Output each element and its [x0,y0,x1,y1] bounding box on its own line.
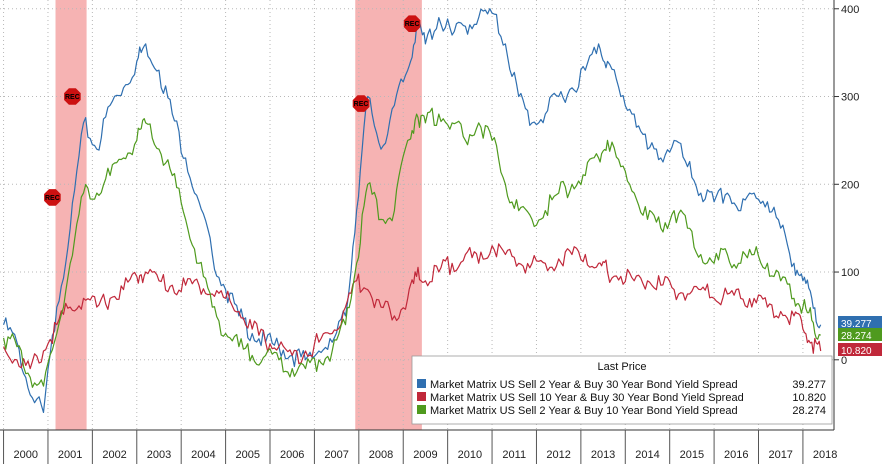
legend-swatch-1 [417,392,426,401]
x-tick-label-4: 2004 [191,449,215,461]
x-tick-label-14: 2014 [635,449,659,461]
rec-marker-label-1: REC [65,94,80,101]
legend-swatch-0 [417,379,426,388]
y-tick-label-3: 300 [841,92,859,104]
series-line-1 [3,243,822,370]
rec-marker-2 [352,95,370,112]
legend-entry-0: Market Matrix US Sell 2 Year & Buy 30 Ye… [430,379,738,391]
last-price-badge-0 [838,316,882,329]
last-price-value-0: 39.277 [841,319,872,330]
x-tick-label-1: 2001 [58,449,82,461]
last-price-value-2: 28.274 [841,331,872,342]
y-tick-label-1: 100 [841,267,859,279]
y-tick-label-4: 400 [841,4,859,16]
rec-marker-1 [64,88,81,105]
y-tick-label-2: 200 [841,179,859,191]
last-price-badge-2 [838,328,882,341]
x-tick-label-9: 2009 [413,449,437,461]
x-tick-label-13: 2013 [591,449,615,461]
x-tick-label-15: 2015 [680,449,704,461]
x-tick-label-7: 2007 [324,449,348,461]
x-axis: 2000 2001 2002 2003 2004 2005 2006 2007 2008 2009… [0,429,837,464]
legend: Last Price Market Matrix US Sell 2 Year &… [411,355,833,425]
x-tick-label-2: 2002 [102,449,126,461]
x-tick-label-17: 2017 [768,449,792,461]
legend-value-2: 28.274 [792,405,826,417]
rec-marker-0 [44,189,61,206]
legend-entry-2: Market Matrix US Sell 2 Year & Buy 10 Ye… [430,405,738,417]
x-tick-label-6: 2006 [280,449,304,461]
legend-value-0: 39.277 [792,379,826,391]
y-tick-label-0: 0 [841,355,847,367]
legend-value-1: 10.820 [792,392,826,404]
rec-marker-label-3: REC [405,21,420,28]
legend-box [411,355,833,425]
series-line-2 [3,107,821,388]
last-price-value-1: 10.820 [841,346,872,357]
x-tick-label-16: 2016 [724,449,748,461]
last-price-badge-1 [838,343,882,356]
x-tick-label-3: 2003 [147,449,171,461]
rec-marker-label-2: REC [354,101,369,108]
x-tick-label-12: 2012 [546,449,570,461]
rec-marker-3 [403,15,421,32]
x-tick-label-0: 2000 [14,449,38,461]
x-tick-label-8: 2008 [369,449,393,461]
rec-marker-label-0: REC [45,195,60,202]
x-tick-label-18: 2018 [813,449,837,461]
legend-swatch-2 [417,405,426,414]
x-tick-label-5: 2005 [236,449,260,461]
x-tick-label-10: 2010 [458,449,482,461]
x-tick-label-11: 2011 [502,449,526,461]
rec-markers: REC REC REC REC [44,15,421,206]
y-axis: 0 100 200 300 400 [833,0,859,430]
recession-bands [55,0,422,430]
recession-band-1 [355,0,422,430]
legend-title: Last Price [598,361,647,373]
legend-entry-1: Market Matrix US Sell 10 Year & Buy 30 Y… [430,392,744,404]
